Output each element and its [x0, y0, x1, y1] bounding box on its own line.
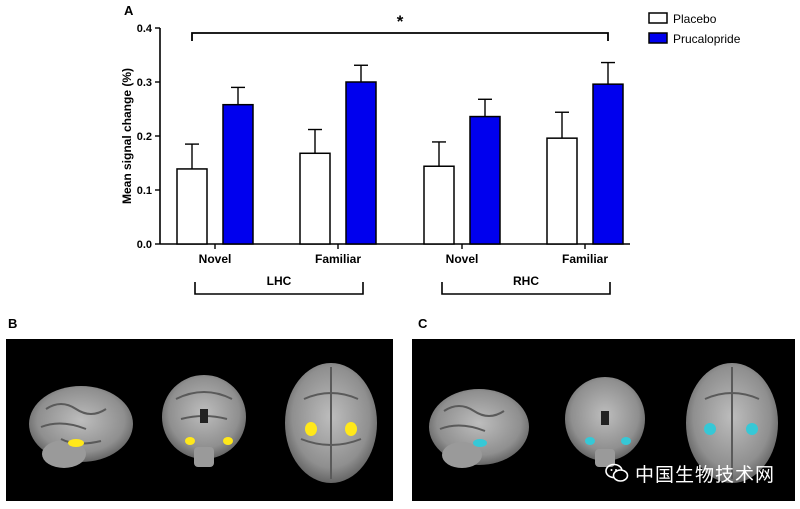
wechat-icon: [605, 463, 629, 482]
bar-placebo-3: [546, 137, 578, 245]
watermark: 中国生物技术网: [605, 458, 785, 488]
brain-panel-c: [412, 339, 795, 501]
panel-label-a: A: [124, 3, 134, 18]
legend-label: Placebo: [673, 12, 717, 26]
bar-placebo-0: [176, 168, 208, 245]
x-tick-label: Novel: [446, 252, 479, 266]
axial-slice-b: [285, 363, 377, 483]
legend-swatch: [648, 32, 668, 44]
group-bracket: [441, 282, 611, 295]
legend-label: Prucalopride: [673, 32, 741, 46]
y-tick-label: 0.0: [137, 239, 152, 251]
y-tick-label: 0.3: [137, 77, 152, 89]
sagittal-slice-c: [429, 389, 529, 468]
roi-highlights-b: [68, 422, 357, 447]
axial-slice-c: [686, 363, 778, 483]
bar-chart: 0.0 0.1 0.2 0.3 0.4 Mean signal change (%) Nov…: [120, 12, 741, 295]
sagittal-slice-b: [29, 386, 133, 468]
bar-prucalopride-2: [469, 115, 501, 245]
brain-panel-b: [6, 339, 393, 501]
group-label: LHC: [267, 274, 292, 288]
group-bracket: [194, 282, 364, 295]
x-tick-label: Familiar: [562, 252, 608, 266]
group-label: RHC: [513, 274, 539, 288]
y-tick-label: 0.2: [137, 131, 152, 143]
roi-highlights-c: [473, 423, 758, 447]
watermark-text: 中国生物技术网: [635, 463, 776, 486]
bar-placebo-2: [423, 165, 455, 245]
bar-prucalopride-1: [345, 81, 377, 245]
y-axis-title: Mean signal change (%): [120, 68, 134, 204]
bar-prucalopride-3: [592, 83, 624, 245]
legend-swatch: [648, 12, 668, 24]
significance-marker: *: [397, 12, 404, 31]
y-tick-label: 0.4: [137, 23, 153, 35]
coronal-slice-c: [565, 377, 645, 467]
x-tick-label: Novel: [199, 252, 232, 266]
panel-label-b: B: [8, 316, 18, 331]
y-tick-label: 0.1: [137, 185, 152, 197]
significance-bracket: [191, 32, 609, 41]
bar-prucalopride-0: [222, 103, 254, 245]
coronal-slice-b: [162, 375, 246, 467]
bar-placebo-1: [299, 152, 331, 245]
x-tick-label: Familiar: [315, 252, 361, 266]
panel-label-c: C: [418, 316, 428, 331]
